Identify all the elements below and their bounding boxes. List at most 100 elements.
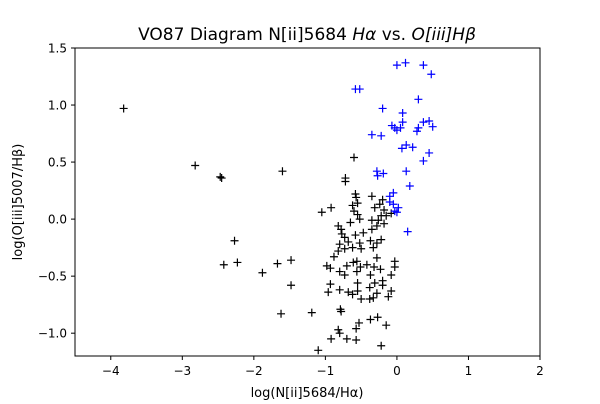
point-marker-s1-18 <box>350 153 358 162</box>
point-marker-s1-55 <box>367 225 376 234</box>
plot-frame <box>74 47 541 357</box>
title-oiii: O[iii]Hβ <box>411 25 476 45</box>
title-mid: vs. <box>376 25 411 45</box>
point-marker-s1-70 <box>366 271 375 280</box>
point-marker-s1-21 <box>351 190 360 199</box>
point-marker-s1-90 <box>378 276 387 285</box>
point-marker-s1-98 <box>382 321 391 330</box>
point-marker-s2-10 <box>367 130 376 139</box>
point-marker-s2-3 <box>392 61 401 70</box>
point-marker-s1-32 <box>378 195 387 204</box>
point-marker-s1-23 <box>353 199 362 208</box>
point-marker-s1-102 <box>335 329 344 338</box>
y-tick-label: 0.5 <box>48 156 67 170</box>
point-marker-s1-73 <box>376 265 385 274</box>
point-marker-s1-69 <box>362 260 371 269</box>
point-marker-s1-74 <box>370 278 379 287</box>
point-marker-s2-38 <box>392 208 401 217</box>
point-marker-s1-7 <box>219 260 228 269</box>
point-marker-s1-50 <box>369 243 378 252</box>
point-marker-s1-95 <box>384 292 393 301</box>
y-tick-label: 1.0 <box>48 99 67 113</box>
x-axis-label: log(N[ii]5684/Hα) <box>251 386 364 400</box>
point-marker-s1-87 <box>369 293 378 302</box>
point-marker-s1-48 <box>357 244 366 253</box>
point-marker-s2-17 <box>412 127 421 136</box>
point-marker-s2-21 <box>428 122 437 131</box>
point-marker-s2-35 <box>389 200 398 209</box>
point-marker-s1-53 <box>380 219 389 228</box>
point-marker-s1-57 <box>340 244 349 253</box>
point-marker-s1-35 <box>377 211 386 220</box>
point-marker-s1-100 <box>352 324 361 333</box>
point-marker-s1-3 <box>216 172 225 181</box>
point-marker-s1-54 <box>372 221 381 230</box>
point-marker-s1-20 <box>341 177 350 186</box>
point-marker-s1-33 <box>380 205 389 214</box>
point-marker-s1-24 <box>348 201 357 210</box>
point-marker-s2-4 <box>401 58 410 67</box>
point-marker-s1-94 <box>387 286 396 295</box>
point-marker-s1-65 <box>349 258 358 267</box>
point-marker-s1-77 <box>353 286 362 295</box>
point-marker-s1-64 <box>342 261 351 270</box>
point-marker-s1-85 <box>357 294 366 303</box>
point-marker-s1-101 <box>334 325 343 334</box>
point-marker-s1-59 <box>329 252 338 261</box>
point-marker-s1-76 <box>353 278 362 287</box>
point-marker-s1-1 <box>119 104 128 113</box>
x-tick-label: −2 <box>245 364 263 378</box>
y-axis-label: log(O[iii]5007/Hβ) <box>11 144 26 261</box>
point-marker-s1-4 <box>217 174 226 183</box>
point-marker-s1-51 <box>372 239 381 248</box>
point-marker-s1-75 <box>365 283 374 292</box>
point-marker-s1-82 <box>324 288 333 297</box>
point-marker-s2-20 <box>425 117 434 126</box>
x-tick-label: −1 <box>317 364 335 378</box>
x-tick-label: 0 <box>393 364 401 378</box>
point-marker-s2-32 <box>389 188 398 197</box>
point-marker-s2-29 <box>373 171 382 180</box>
point-marker-s1-6 <box>230 236 239 245</box>
point-marker-s1-84 <box>337 307 346 316</box>
point-marker-s1-31 <box>375 200 384 209</box>
title-prefix: VO87 Diagram N[ii]5684 <box>138 25 352 45</box>
point-marker-s1-45 <box>351 231 360 240</box>
point-marker-s1-28 <box>355 215 364 224</box>
point-marker-s1-66 <box>352 257 361 266</box>
x-tick-label: 1 <box>465 364 473 378</box>
point-marker-s1-27 <box>346 218 355 227</box>
point-marker-s1-99 <box>355 318 364 327</box>
y-tick-label: 1.5 <box>48 42 67 56</box>
point-marker-s1-67 <box>356 263 365 272</box>
point-marker-s2-27 <box>402 167 411 176</box>
point-marker-s1-30 <box>370 203 379 212</box>
point-marker-s2-6 <box>427 70 436 79</box>
point-marker-s1-58 <box>334 247 343 256</box>
point-marker-s1-105 <box>352 336 361 345</box>
point-marker-s1-79 <box>344 288 353 297</box>
point-marker-s1-52 <box>377 235 386 244</box>
x-tick-label: 2 <box>536 364 544 378</box>
points-layer <box>119 58 437 355</box>
chart-title: VO87 Diagram N[ii]5684 Hα vs. O[iii]Hβ <box>138 25 476 45</box>
point-marker-s1-13 <box>277 309 286 318</box>
point-marker-s2-31 <box>405 182 414 191</box>
point-marker-s1-96 <box>366 315 375 324</box>
point-marker-s1-80 <box>335 285 344 294</box>
point-marker-s2-23 <box>402 140 411 149</box>
point-marker-s1-78 <box>348 290 357 299</box>
title-ha: Hα <box>352 25 376 45</box>
point-marker-s2-11 <box>377 131 386 140</box>
point-marker-s1-16 <box>317 208 326 217</box>
point-marker-s1-49 <box>366 236 375 245</box>
point-marker-s1-29 <box>367 192 376 201</box>
point-marker-s1-11 <box>287 256 296 265</box>
point-marker-s1-10 <box>273 259 282 268</box>
point-marker-s2-39 <box>403 227 412 236</box>
point-marker-s2-28 <box>372 167 381 176</box>
point-marker-s1-62 <box>335 267 344 276</box>
point-marker-s1-9 <box>258 268 267 277</box>
point-marker-s1-12 <box>287 281 296 290</box>
